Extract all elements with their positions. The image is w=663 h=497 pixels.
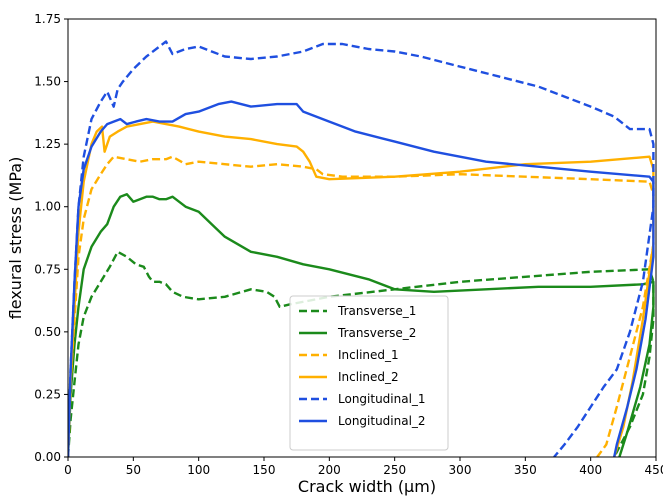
x-tick-label: 400 [579,463,602,477]
legend-label: Transverse_2 [337,326,416,340]
x-tick-label: 300 [449,463,472,477]
y-tick-label: 1.00 [34,200,61,214]
x-tick-label: 0 [64,463,72,477]
x-tick-label: 200 [318,463,341,477]
plot-frame [67,18,657,458]
axes: 0 50 100 150 200 250 300 350 400 450 0.00 0.25 0.50 0… [34,12,663,477]
legend: Transverse_1 Transverse_2 Inclined_1 Inclin… [289,295,449,451]
x-axis-label: Crack width (µm) [298,477,436,496]
legend-label: Inclined_2 [338,370,399,384]
y-tick-label: 1.75 [34,12,61,26]
legend-label: Inclined_1 [338,348,399,362]
x-tick-label: 250 [383,463,406,477]
x-tick-label: 450 [645,463,663,477]
y-tick-label: 0.50 [34,325,61,339]
x-tick-label: 150 [253,463,276,477]
y-tick-label: 1.50 [34,75,61,89]
series-line-longitudinal-2 [68,100,655,457]
series-line-transverse-2 [68,193,655,457]
y-tick-label: 0.25 [34,387,61,401]
plot-area [68,40,655,457]
series-line-longitudinal-1 [68,40,655,457]
y-axis-label: flexural stress (MPa) [6,157,25,320]
x-tick-label: 100 [187,463,210,477]
y-tick-label: 1.25 [34,137,61,151]
y-tick-label: 0.00 [34,450,61,464]
y-tick-label: 0.75 [34,262,61,276]
x-tick-label: 350 [514,463,537,477]
series-line-transverse-1 [68,250,655,457]
series-line-inclined-2 [68,120,655,457]
legend-box [289,295,449,451]
x-tick-label: 50 [126,463,141,477]
legend-label: Transverse_1 [337,304,416,318]
legend-label: Longitudinal_2 [338,414,426,428]
legend-label: Longitudinal_1 [338,392,426,406]
